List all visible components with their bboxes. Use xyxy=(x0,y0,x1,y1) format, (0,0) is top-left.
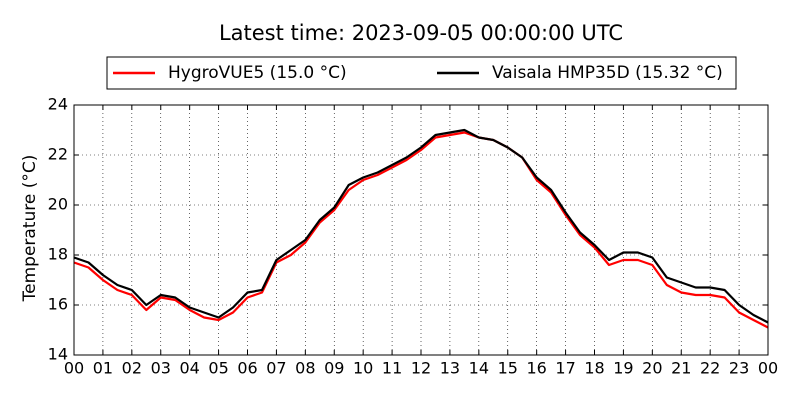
y-tick-label: 18 xyxy=(48,245,68,264)
x-tick-label: 18 xyxy=(584,359,604,378)
x-tick-label: 15 xyxy=(498,359,518,378)
x-tick-label: 16 xyxy=(526,359,546,378)
x-tick-label: 00 xyxy=(758,359,778,378)
plot-frame xyxy=(73,104,769,356)
x-tick-label: 14 xyxy=(469,359,489,378)
series-line xyxy=(73,128,769,324)
series-line xyxy=(73,131,769,329)
x-tick-label: 05 xyxy=(208,359,228,378)
legend-label: HygroVUE5 (15.0 °C) xyxy=(168,63,347,83)
x-tick-label: 20 xyxy=(642,359,662,378)
x-tick-label: 09 xyxy=(324,359,344,378)
y-axis-label: Temperature (°C) xyxy=(20,155,40,303)
x-tick-label: 17 xyxy=(555,359,575,378)
x-tick-label: 03 xyxy=(151,359,171,378)
y-tick-label: 14 xyxy=(48,345,68,364)
chart-title: Latest time: 2023-09-05 00:00:00 UTC xyxy=(219,21,623,45)
y-tick-label: 16 xyxy=(48,295,68,314)
x-tick-label: 07 xyxy=(266,359,286,378)
legend-box xyxy=(106,56,737,90)
y-tick-label: 20 xyxy=(48,195,68,214)
x-tick-label: 23 xyxy=(729,359,749,378)
x-tick-label: 22 xyxy=(700,359,720,378)
x-tick-label: 00 xyxy=(64,359,84,378)
x-tick-label: 21 xyxy=(671,359,691,378)
x-tick-label: 12 xyxy=(411,359,431,378)
x-tick-label: 19 xyxy=(613,359,633,378)
legend-label: Vaisala HMP35D (15.32 °C) xyxy=(492,63,723,83)
y-tick-label: 24 xyxy=(48,95,68,114)
x-tick-label: 04 xyxy=(179,359,199,378)
x-tick-label: 06 xyxy=(237,359,257,378)
y-tick-label: 22 xyxy=(48,145,68,164)
x-tick-label: 08 xyxy=(295,359,315,378)
x-tick-label: 10 xyxy=(353,359,373,378)
x-tick-label: 02 xyxy=(122,359,142,378)
x-tick-label: 13 xyxy=(440,359,460,378)
x-tick-label: 11 xyxy=(382,359,402,378)
x-tick-label: 01 xyxy=(93,359,113,378)
